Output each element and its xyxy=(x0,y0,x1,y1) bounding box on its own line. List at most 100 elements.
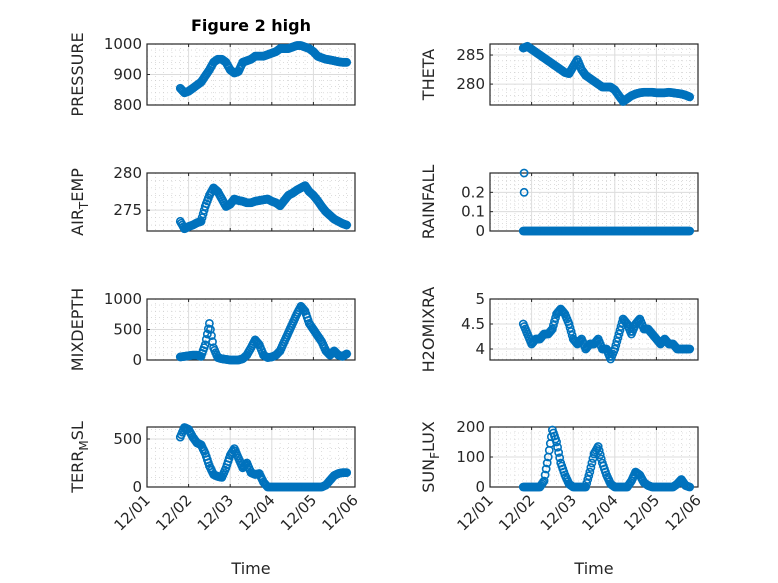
label-part: MIXDEPTH xyxy=(68,288,87,371)
x-axis-label: Time xyxy=(573,559,613,578)
label-part: SL xyxy=(68,421,87,440)
data-point xyxy=(587,458,597,468)
axes-box xyxy=(146,426,356,488)
label-part: LUX xyxy=(419,421,438,452)
y-tick-label: 280 xyxy=(113,164,142,182)
subplot-rainfall: 00.1 0.2 RAINFALL xyxy=(419,165,699,240)
data-point xyxy=(204,318,214,328)
x-tick-label: 12/05 xyxy=(277,491,320,534)
x-tick-label: 12/02 xyxy=(495,491,538,534)
data-point xyxy=(322,347,332,357)
data-point xyxy=(251,336,261,346)
y-tick-label: 1000 xyxy=(104,35,142,53)
data-point xyxy=(341,57,351,67)
data-point xyxy=(282,330,292,340)
data-point xyxy=(590,338,600,348)
data-point xyxy=(612,337,622,346)
label-part: RAINFALL xyxy=(419,165,438,240)
y-axis-label: PRESSURE xyxy=(68,32,87,116)
label-part: PRESSURE xyxy=(68,32,87,116)
data-point xyxy=(549,320,558,330)
data-point xyxy=(611,340,621,350)
x-tick-label: 12/05 xyxy=(620,491,663,534)
y-tick-label: 0 xyxy=(132,478,142,496)
data-point xyxy=(551,434,560,444)
label-part: THETA xyxy=(419,49,438,101)
data-point xyxy=(199,343,209,353)
data-point xyxy=(540,470,550,480)
y-tick-label: 500 xyxy=(113,430,142,448)
data-point xyxy=(601,467,610,477)
label-part: AIR xyxy=(68,209,87,236)
plot-area xyxy=(490,173,698,231)
x-axis-label: Time xyxy=(230,559,270,578)
x-tick-label: 12/04 xyxy=(235,491,278,534)
data-point xyxy=(208,337,217,347)
data-point xyxy=(555,453,565,463)
data-point xyxy=(586,463,596,472)
data-point xyxy=(239,462,249,471)
data-point xyxy=(538,478,548,487)
axes-box xyxy=(146,172,356,232)
y-tick-label: 500 xyxy=(113,321,142,339)
data-point xyxy=(614,329,624,339)
data-point xyxy=(632,318,642,328)
data-point xyxy=(220,465,230,475)
y-tick-label: 1000 xyxy=(104,290,142,308)
y-tick-label: 4.5 xyxy=(461,315,485,333)
data-point xyxy=(519,168,529,178)
data-point xyxy=(613,333,623,343)
x-tick-label: 12/03 xyxy=(194,491,237,534)
y-axis-label: TERRMSL xyxy=(68,421,91,494)
y-tick-label: 0.2 xyxy=(461,183,485,201)
axes-box xyxy=(146,43,356,106)
y-axis-label: SUNFLUX xyxy=(419,421,442,493)
data-point xyxy=(207,331,216,340)
y-tick-label: 900 xyxy=(113,66,142,84)
y-axis-label: THETA xyxy=(419,49,438,101)
axes-box xyxy=(489,43,699,106)
label-part: SUN xyxy=(419,459,438,493)
y-axis-label: AIRTEMP xyxy=(68,168,91,236)
data-point xyxy=(553,442,562,452)
x-tick-label: 12/01 xyxy=(111,491,154,534)
data-point xyxy=(287,321,296,331)
data-point xyxy=(684,92,694,101)
x-tick-label: 12/04 xyxy=(578,491,621,534)
y-tick-label: 0 xyxy=(475,478,485,496)
data-point xyxy=(199,446,209,456)
axes-box xyxy=(146,298,356,361)
label-part: EMP xyxy=(68,168,87,202)
data-point xyxy=(566,327,576,336)
data-point xyxy=(615,325,625,335)
y-tick-label: 5 xyxy=(475,290,485,308)
data-point xyxy=(522,327,531,336)
x-tick-label: 12/02 xyxy=(152,491,195,534)
y-tick-label: 285 xyxy=(456,46,485,64)
data-point xyxy=(206,325,215,334)
data-point xyxy=(272,349,282,359)
data-point xyxy=(574,338,583,348)
data-point xyxy=(554,448,564,457)
data-point xyxy=(565,323,575,333)
data-point xyxy=(233,451,242,461)
data-point xyxy=(684,226,694,236)
subplot-theta: 280 285 THETA xyxy=(419,41,699,106)
data-point xyxy=(684,482,694,492)
y-tick-label: 200 xyxy=(456,418,485,436)
data-point xyxy=(198,209,208,219)
label-subscript: T xyxy=(77,201,91,210)
y-axis-label: H2OMIXRA xyxy=(419,287,438,373)
data-point xyxy=(203,458,213,468)
label-part: TERR xyxy=(68,451,87,494)
subplot-h2omixra: 4 4.5 5 H2OMIXRA xyxy=(419,287,699,373)
data-point xyxy=(326,349,336,359)
data-point xyxy=(541,464,551,474)
data-point xyxy=(585,467,595,477)
y-axis-label: RAINFALL xyxy=(419,165,438,240)
data-point xyxy=(542,458,552,468)
x-tick-label: 12/06 xyxy=(662,491,705,534)
